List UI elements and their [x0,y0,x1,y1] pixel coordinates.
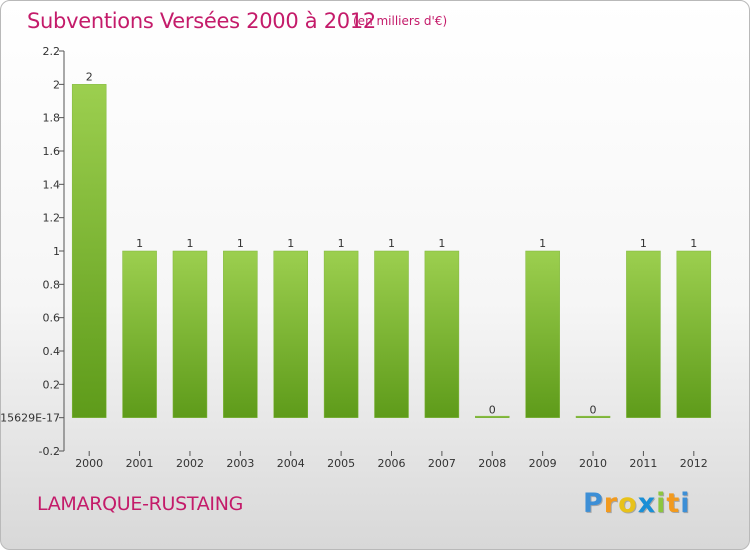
x-tick-label-2006: 2006 [378,457,406,470]
data-label-2008: 0 [489,404,496,417]
x-tick-label-2002: 2002 [176,457,204,470]
bar-2001 [122,250,157,418]
y-tick-label: 0.6 [43,312,61,325]
data-label-2000: 2 [86,70,93,83]
x-tick-label-2000: 2000 [75,457,103,470]
data-label-2002: 1 [186,237,193,250]
commune-name: LAMARQUE-RUSTAING [37,493,244,515]
x-tick-label-2012: 2012 [680,457,708,470]
bar-2003 [223,250,258,418]
y-tick-label: -1.15629E-17 [1,412,60,425]
x-tick-label-2005: 2005 [327,457,355,470]
logo-letter: t [666,488,681,519]
data-label-2012: 1 [690,237,697,250]
y-tick-label: 1.2 [43,212,61,225]
y-tick-label: 0.8 [43,278,61,291]
x-tick-label-2009: 2009 [529,457,557,470]
logo-letter: o [618,488,638,519]
bar-2005 [323,250,359,418]
x-tick-label-2008: 2008 [478,457,506,470]
logo-letter: i [656,488,667,519]
proxiti-logo[interactable]: Proxiti [583,488,691,519]
y-tick-label: 1.8 [43,112,61,125]
data-label-2001: 1 [136,237,143,250]
y-tick-label: 0.2 [43,378,61,391]
x-tick-label-2007: 2007 [428,457,456,470]
y-tick-label: 2.2 [43,45,61,58]
data-label-2006: 1 [388,237,395,250]
unit-note: (en milliers d'€) [353,14,448,28]
data-label-2003: 1 [237,237,244,250]
bar-2007 [424,250,460,418]
y-tick-label: 1.4 [43,178,61,191]
data-label-2011: 1 [640,237,647,250]
data-label-2009: 1 [539,237,546,250]
data-label-2005: 1 [338,237,345,250]
bar-2006 [374,250,409,418]
bars: 2 1 1 1 1 1 1 1 0 1 0 1 1 [71,70,712,418]
bar-2009 [525,250,560,418]
bar-2000 [71,84,107,418]
bar-2008 [475,415,510,418]
chart-title: Subventions Versées 2000 à 2012 [27,9,376,33]
x-tick-label-2010: 2010 [579,457,607,470]
logo-letter: x [637,488,657,519]
y-tick-label: 2 [53,78,60,91]
y-tick-label: 0.4 [43,345,61,358]
x-tick-label-2004: 2004 [277,457,305,470]
axes: -0.2 -1.15629E-17 0.2 0.4 0.6 0.8 1 1.2 1.4 1.6 1.… [1,45,708,470]
x-tick-label-2003: 2003 [226,457,254,470]
data-label-2010: 0 [590,404,597,417]
data-label-2004: 1 [287,237,294,250]
bar-2004 [273,250,308,418]
bar-2011 [626,250,661,418]
y-tick-label: 1 [53,245,60,258]
data-label-2007: 1 [438,237,445,250]
bar-2002 [172,250,208,418]
bar-2012 [676,250,712,418]
logo-letter: P [583,488,604,519]
bar-2010 [575,415,611,418]
x-tick-label-2011: 2011 [629,457,657,470]
logo-letter: i [680,488,691,519]
x-tick-label-2001: 2001 [126,457,154,470]
logo-letter: r [603,488,619,519]
y-tick-label: 1.6 [43,145,61,158]
y-tick-label: -0.2 [39,445,60,458]
